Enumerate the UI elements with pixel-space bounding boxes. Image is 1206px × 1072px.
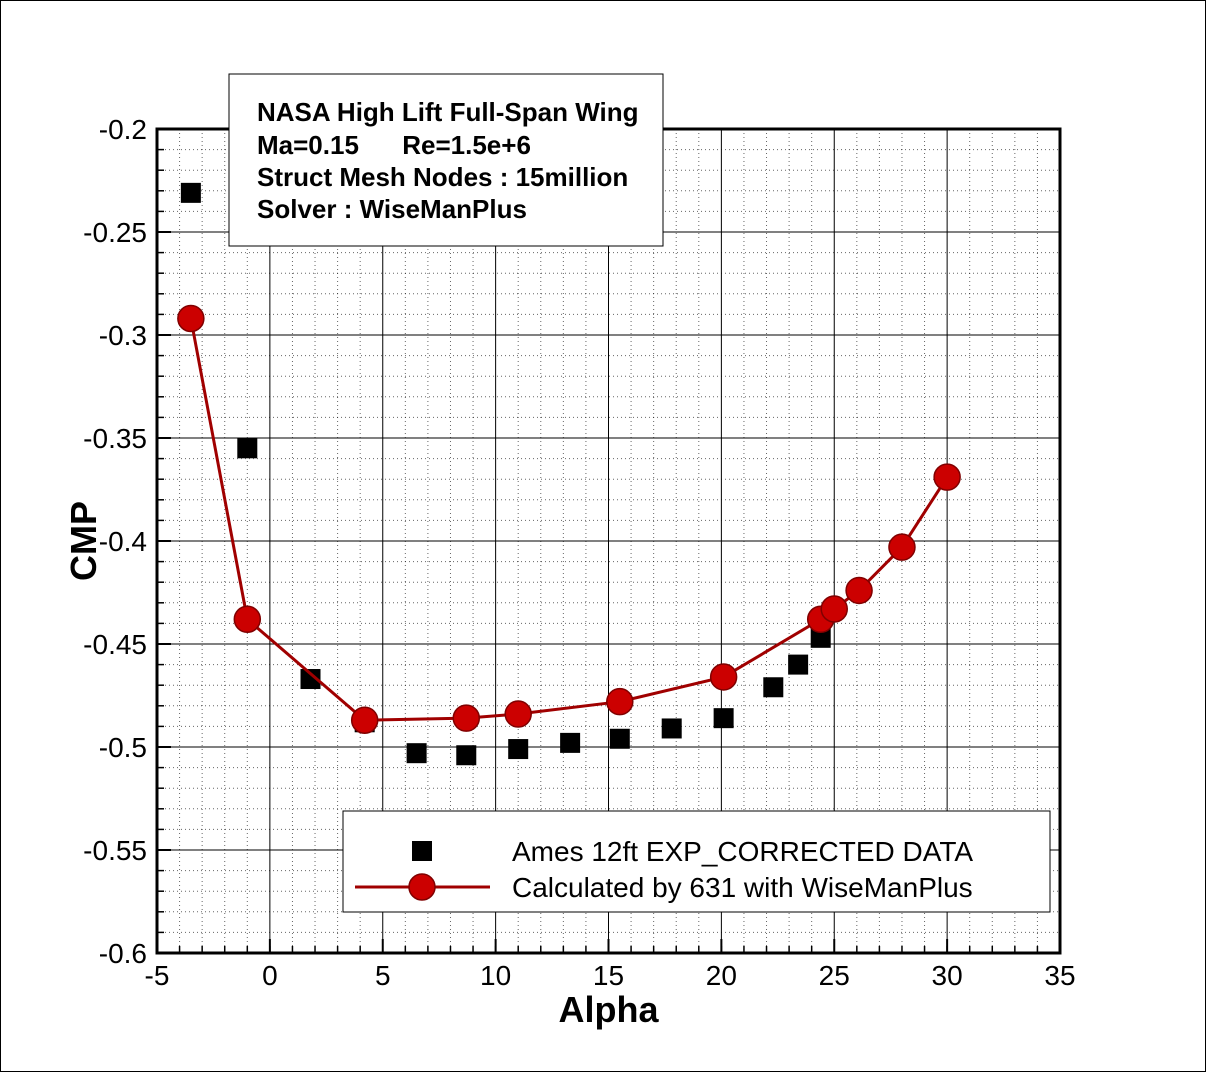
legend-marker-exp-square [412,841,432,861]
exp-data-point [609,728,630,749]
calc-data-point [845,576,873,605]
legend-frame [342,810,1051,913]
calc-data-point [933,463,961,491]
y-tick-label: -0.3 [99,320,147,351]
y-tick-label: -0.55 [83,835,147,866]
info-line-title: NASA High Lift Full-Span Wing [257,97,639,127]
x-tick-label: 30 [932,960,963,991]
calc-data-point [504,700,532,728]
calc-data-point [820,595,848,623]
y-tick-label: -0.35 [83,423,147,454]
calc-data-point [888,533,916,561]
y-tick-label: -0.25 [83,217,147,248]
exp-data-point [810,627,831,648]
calc-series-line [189,318,949,722]
y-tick-label: -0.2 [99,114,147,145]
y-tick-labels: -0.6 -0.55 -0.5 -0.45 -0.4 -0.35 -0.3 -0.25 -0.2 [83,114,147,969]
calc-data-point [452,704,481,732]
exp-data-point [508,739,529,760]
exp-data-point [300,669,321,690]
calc-data-point [177,304,205,333]
x-tick-label: 10 [480,960,511,991]
exp-data-point [180,182,201,203]
x-axis-title: Alpha [558,989,659,1030]
info-box: NASA High Lift Full-Span Wing Ma=0.15 Re… [228,73,664,247]
x-tick-labels: -5 0 5 10 15 20 25 30 35 [145,960,1076,991]
calc-data-point [606,687,634,716]
x-tick-label: 5 [375,960,391,991]
calc-data-point [709,663,738,691]
series-layer [177,182,961,766]
legend: Ames 12ft EXP_CORRECTED DATA Calculated … [342,810,1051,913]
exp-data-point [456,745,477,766]
exp-data-point [713,708,734,729]
calc-data-point [233,605,262,634]
exp-data-point [560,732,581,753]
info-line-mesh: Struct Mesh Nodes : 15million [257,162,628,192]
exp-data-point [237,438,258,459]
exp-data-point [661,718,682,739]
y-axis-title: CMP [63,501,104,581]
axis-ticks [156,128,1061,954]
y-tick-label: -0.4 [99,526,147,557]
info-line-solver: Solver : WiseManPlus [257,194,527,224]
x-tick-label: 15 [593,960,624,991]
legend-label-exp: Ames 12ft EXP_CORRECTED DATA [512,836,973,867]
x-tick-label: 0 [262,960,278,991]
y-tick-label: -0.6 [99,938,147,969]
y-tick-label: -0.5 [99,732,147,763]
x-tick-label: 25 [819,960,850,991]
legend-marker-calc-circle [408,873,436,901]
exp-data-point [406,743,427,764]
x-tick-label: 20 [706,960,737,991]
info-line-flow: Ma=0.15 Re=1.5e+6 [257,130,531,160]
exp-data-point [788,654,809,675]
y-tick-label: -0.45 [83,629,147,660]
info-box-frame [228,73,664,247]
x-tick-label: -5 [145,960,170,991]
legend-label-calc: Calculated by 631 with WiseManPlus [512,872,973,903]
calc-data-point [350,706,379,734]
exp-data-point [763,677,784,698]
x-tick-label: 35 [1044,960,1075,991]
